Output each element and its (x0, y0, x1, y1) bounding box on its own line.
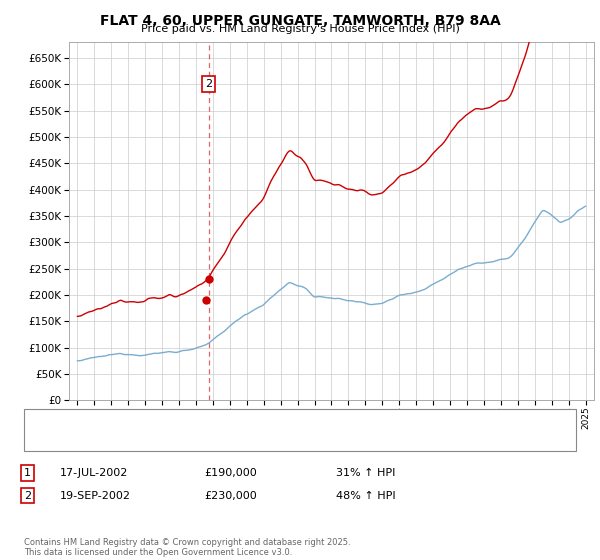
Text: Price paid vs. HM Land Registry's House Price Index (HPI): Price paid vs. HM Land Registry's House … (140, 24, 460, 34)
Text: 19-SEP-2002: 19-SEP-2002 (60, 491, 131, 501)
Text: 31% ↑ HPI: 31% ↑ HPI (336, 468, 395, 478)
Text: 48% ↑ HPI: 48% ↑ HPI (336, 491, 395, 501)
Text: 2: 2 (205, 79, 212, 89)
Text: £230,000: £230,000 (204, 491, 257, 501)
Text: ─────: ───── (33, 434, 71, 447)
Text: 1: 1 (24, 468, 31, 478)
Text: £190,000: £190,000 (204, 468, 257, 478)
Text: FLAT 4, 60, UPPER GUNGATE, TAMWORTH, B79 8AA (detached house): FLAT 4, 60, UPPER GUNGATE, TAMWORTH, B79… (69, 416, 431, 426)
Text: ─────: ───── (33, 414, 71, 427)
Text: 17-JUL-2002: 17-JUL-2002 (60, 468, 128, 478)
Text: HPI: Average price, detached house, Tamworth: HPI: Average price, detached house, Tamw… (69, 435, 313, 445)
Text: FLAT 4, 60, UPPER GUNGATE, TAMWORTH, B79 8AA: FLAT 4, 60, UPPER GUNGATE, TAMWORTH, B79… (100, 14, 500, 28)
Text: 2: 2 (24, 491, 31, 501)
Text: Contains HM Land Registry data © Crown copyright and database right 2025.
This d: Contains HM Land Registry data © Crown c… (24, 538, 350, 557)
